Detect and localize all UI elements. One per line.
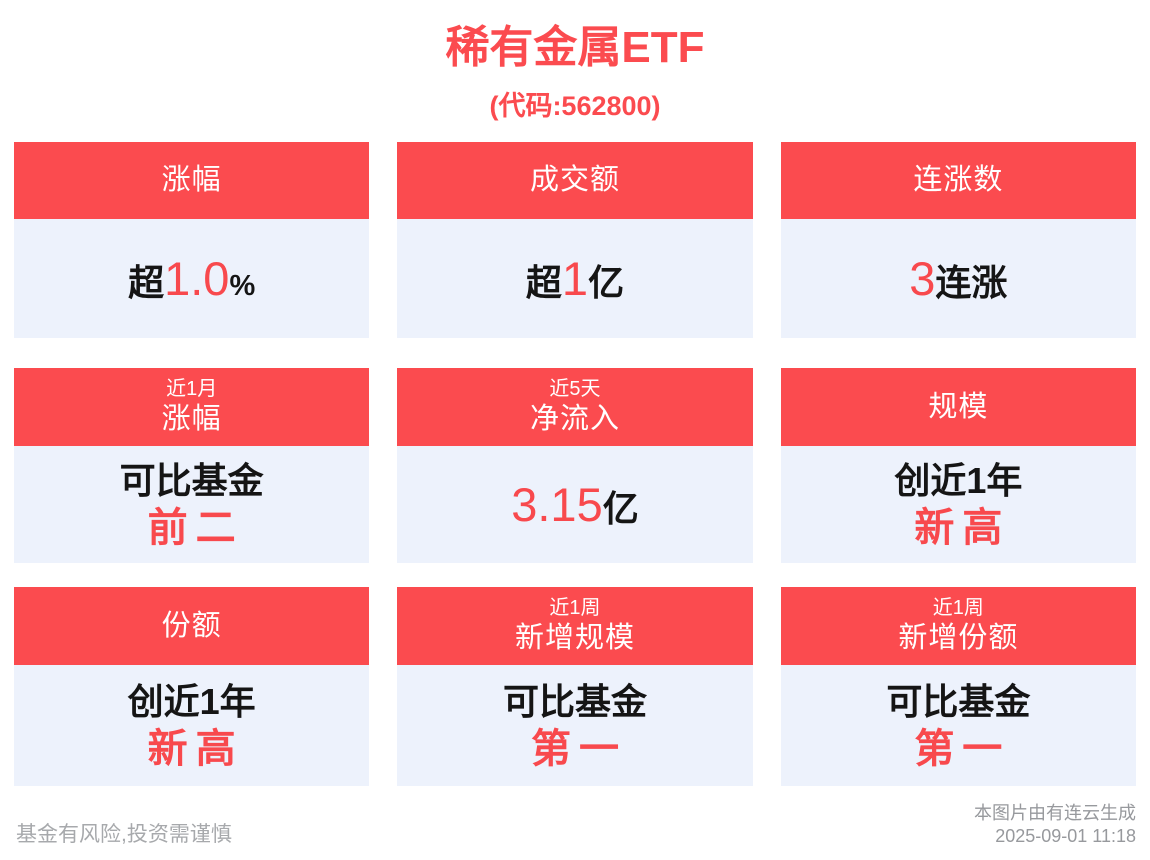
value-suffix: 亿 xyxy=(588,262,625,303)
card-1w-new-scale-value: 可比基金 第一 xyxy=(503,680,647,772)
card-shares-title: 份额 xyxy=(161,609,222,642)
generator-credit: 本图片由有连云生成 2025-09-01 11:18 xyxy=(974,802,1136,848)
value-prefix: 超 xyxy=(525,262,562,303)
card-scale-title: 规模 xyxy=(928,390,989,423)
value-number: 3.15 xyxy=(511,478,603,531)
card-1w-new-scale-period: 近1周 xyxy=(549,597,601,619)
card-turnover: 成交额 超1亿 xyxy=(397,142,753,338)
card-scale: 规模 创近1年 新高 xyxy=(780,368,1136,563)
card-turnover-title: 成交额 xyxy=(529,164,620,196)
card-shares-body: 创近1年 新高 xyxy=(14,665,370,786)
card-1m-change-period: 近1月 xyxy=(166,378,218,400)
metrics-row-3: 份额 创近1年 新高 近1周 新增规模 可比基金 第一 xyxy=(14,587,1136,786)
card-turnover-header: 成交额 xyxy=(397,142,753,219)
card-1w-new-shares: 近1周 新增份额 可比基金 第一 xyxy=(780,587,1136,786)
metrics-row-2: 近1月 涨幅 可比基金 前二 近5天 净流入 3.15亿 xyxy=(14,368,1136,563)
card-1w-new-shares-value: 可比基金 第一 xyxy=(886,680,1030,772)
metrics-row-1: 涨幅 超1.0% 成交额 超1亿 连涨数 3连涨 xyxy=(14,142,1136,338)
generator-timestamp: 2025-09-01 11:18 xyxy=(995,826,1136,846)
card-1w-new-scale-title: 新增规模 xyxy=(514,622,635,654)
card-1w-new-shares-period: 近1周 xyxy=(932,597,984,619)
page-title: 稀有金属ETF xyxy=(445,23,705,72)
card-1w-new-scale-header: 近1周 新增规模 xyxy=(397,587,753,665)
card-change-body: 超1.0% xyxy=(14,219,370,338)
card-scale-body: 创近1年 新高 xyxy=(780,446,1136,563)
value-suffix: % xyxy=(229,270,256,302)
value-line1: 可比基金 xyxy=(119,459,264,501)
card-1w-new-scale: 近1周 新增规模 可比基金 第一 xyxy=(397,587,753,786)
card-5d-net-inflow-header: 近5天 净流入 xyxy=(397,368,753,446)
value-line2: 第一 xyxy=(530,726,627,771)
value-line1: 可比基金 xyxy=(886,680,1031,722)
card-consecutive-gains: 连涨数 3连涨 xyxy=(780,142,1136,338)
value-number: 3 xyxy=(909,252,936,305)
card-1m-change-body: 可比基金 前二 xyxy=(14,446,370,563)
card-1w-new-shares-title: 新增份额 xyxy=(898,622,1019,654)
card-1m-change: 近1月 涨幅 可比基金 前二 xyxy=(14,368,370,563)
card-turnover-body: 超1亿 xyxy=(397,219,753,338)
risk-disclaimer: 基金有风险,投资需谨慎 xyxy=(16,823,232,846)
card-1w-new-shares-header: 近1周 新增份额 xyxy=(780,587,1136,665)
page-subtitle: (代码:562800) xyxy=(489,91,661,122)
card-change-value: 超1.0% xyxy=(128,251,255,306)
card-1w-new-shares-body: 可比基金 第一 xyxy=(780,665,1136,786)
card-consecutive-gains-header: 连涨数 xyxy=(780,142,1136,219)
card-shares-value: 创近1年 新高 xyxy=(128,680,256,772)
card-consecutive-gains-body: 3连涨 xyxy=(780,219,1136,338)
value-number: 1.0 xyxy=(164,252,230,305)
card-shares: 份额 创近1年 新高 xyxy=(14,587,370,786)
value-line1: 可比基金 xyxy=(502,680,647,722)
value-line2: 前二 xyxy=(147,505,244,550)
card-5d-net-inflow-body: 3.15亿 xyxy=(397,446,753,563)
value-line2: 第一 xyxy=(914,726,1011,771)
card-scale-header: 规模 xyxy=(780,368,1136,446)
card-1m-change-value: 可比基金 前二 xyxy=(120,459,264,551)
card-1w-new-scale-body: 可比基金 第一 xyxy=(397,665,753,786)
card-change: 涨幅 超1.0% xyxy=(14,142,370,338)
metrics-grid: 涨幅 超1.0% 成交额 超1亿 连涨数 3连涨 xyxy=(14,142,1136,786)
value-line1: 创近1年 xyxy=(894,459,1023,501)
card-shares-header: 份额 xyxy=(14,587,370,665)
value-prefix: 超 xyxy=(128,262,165,303)
card-turnover-value: 超1亿 xyxy=(526,251,624,306)
card-5d-net-inflow-period: 近5天 xyxy=(549,378,601,400)
card-change-header: 涨幅 xyxy=(14,142,370,219)
card-change-title: 涨幅 xyxy=(161,164,222,196)
card-5d-net-inflow-title: 净流入 xyxy=(529,403,620,435)
value-line2: 新高 xyxy=(914,505,1011,550)
value-line1: 创近1年 xyxy=(127,680,256,722)
card-scale-value: 创近1年 新高 xyxy=(894,459,1022,551)
value-number: 1 xyxy=(561,252,589,305)
card-1m-change-header: 近1月 涨幅 xyxy=(14,368,370,446)
card-consecutive-gains-title: 连涨数 xyxy=(913,164,1004,196)
value-suffix: 亿 xyxy=(602,488,639,529)
value-suffix: 连涨 xyxy=(935,262,1008,303)
value-line2: 新高 xyxy=(147,726,244,771)
footer: 基金有风险,投资需谨慎 本图片由有连云生成 2025-09-01 11:18 xyxy=(16,802,1136,848)
generator-credit-line1: 本图片由有连云生成 xyxy=(974,803,1136,823)
card-1m-change-title: 涨幅 xyxy=(161,403,222,435)
card-consecutive-gains-value: 3连涨 xyxy=(909,251,1007,306)
card-5d-net-inflow: 近5天 净流入 3.15亿 xyxy=(397,368,753,563)
card-5d-net-inflow-value: 3.15亿 xyxy=(511,477,639,532)
